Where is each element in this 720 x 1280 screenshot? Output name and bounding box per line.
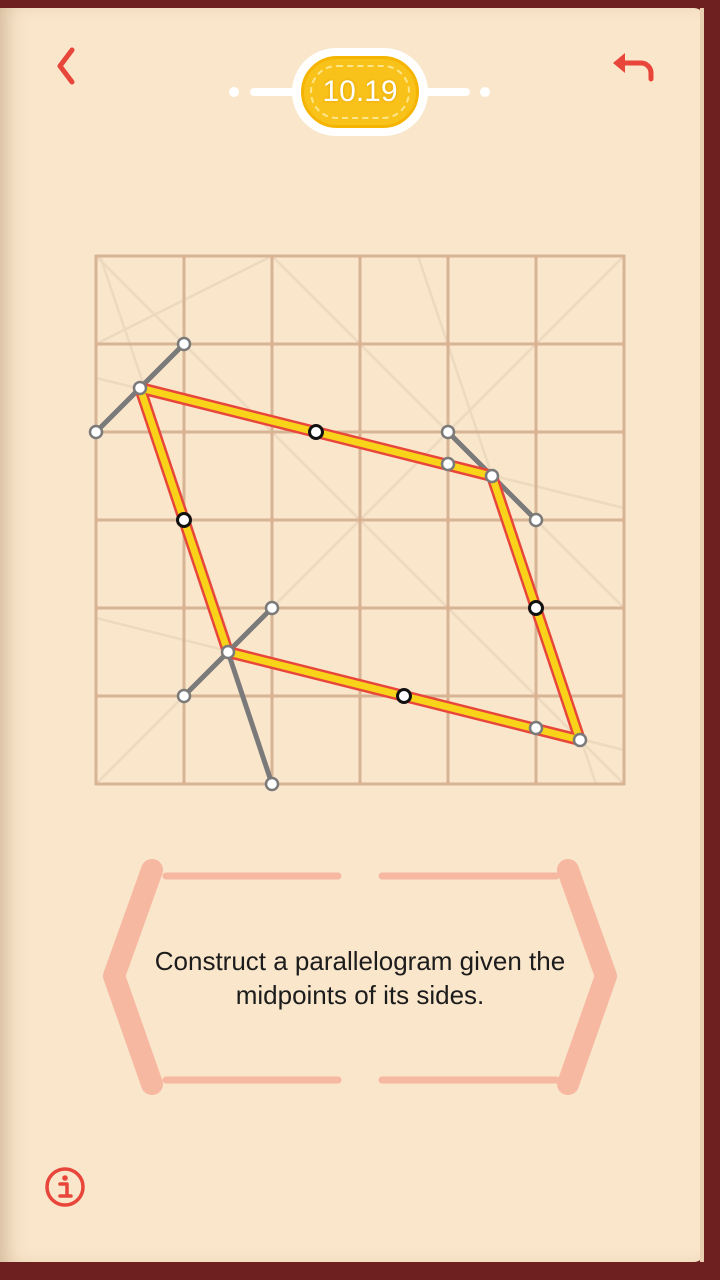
task-frame xyxy=(103,859,617,1095)
task-description: Construct a parallelogram given the midp… xyxy=(154,946,566,1010)
info-icon xyxy=(45,1167,85,1207)
point xyxy=(88,424,104,440)
point xyxy=(220,644,236,660)
level-badge: 10.19 xyxy=(292,48,428,136)
progress-dot-right xyxy=(480,87,490,97)
undo-arrow-icon xyxy=(613,53,654,82)
level-badge-inner: 10.19 xyxy=(301,56,419,128)
puzzle-board[interactable] xyxy=(0,0,720,800)
point xyxy=(176,688,192,704)
point xyxy=(440,456,456,472)
point xyxy=(528,720,544,736)
undo-button[interactable] xyxy=(608,44,660,88)
midpoint-top xyxy=(308,424,324,440)
info-button[interactable] xyxy=(42,1164,88,1210)
construction-points xyxy=(88,336,588,792)
page-edge xyxy=(700,8,704,1262)
given-midpoints xyxy=(176,424,544,704)
midpoint-right xyxy=(528,600,544,616)
point xyxy=(132,380,148,396)
progress-dot-left xyxy=(229,87,239,97)
midpoint-bottom xyxy=(396,688,412,704)
point xyxy=(484,468,500,484)
point xyxy=(572,732,588,748)
level-number: 10.19 xyxy=(322,75,398,108)
back-button[interactable] xyxy=(46,44,86,88)
point xyxy=(528,512,544,528)
point xyxy=(440,424,456,440)
chevron-left-icon xyxy=(57,47,75,85)
point xyxy=(176,336,192,352)
point xyxy=(264,600,280,616)
midpoint-left xyxy=(176,512,192,528)
point xyxy=(264,776,280,792)
